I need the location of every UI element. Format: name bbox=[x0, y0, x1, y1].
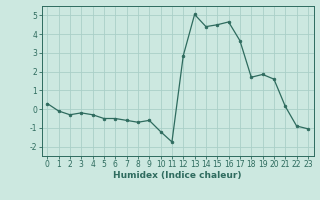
X-axis label: Humidex (Indice chaleur): Humidex (Indice chaleur) bbox=[113, 171, 242, 180]
